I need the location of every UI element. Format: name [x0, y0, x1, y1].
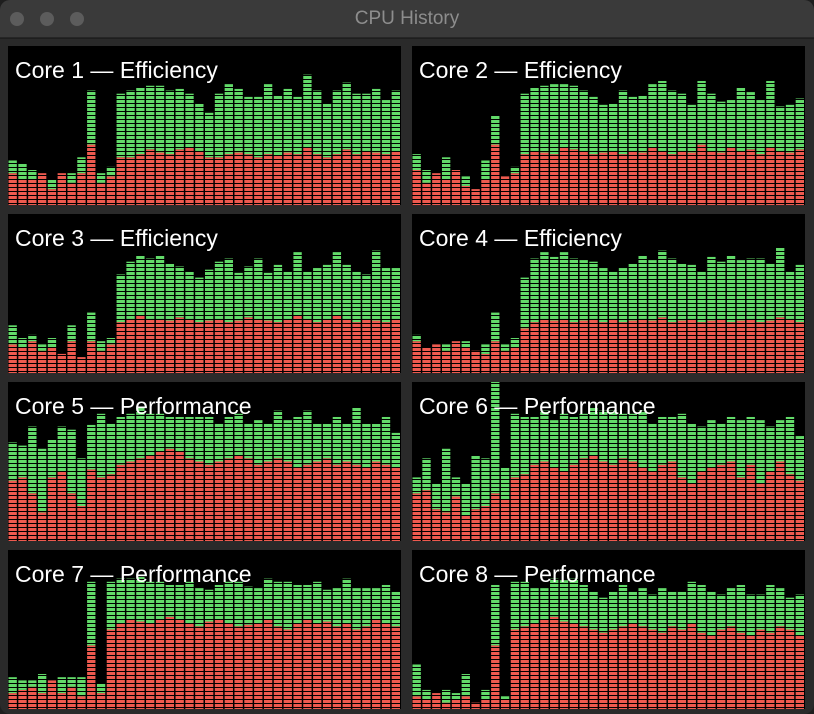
cell-grid [8, 46, 401, 205]
panel-title: Core 1 — Efficiency [15, 57, 218, 83]
zoom-button[interactable] [70, 12, 84, 26]
panel-title: Core 3 — Efficiency [15, 225, 218, 251]
window-title: CPU History [355, 8, 460, 29]
cpu-panel: Core 4 — Efficiency [412, 214, 805, 373]
cpu-panel: Core 7 — Performance [8, 550, 401, 709]
cpu-panel: Core 6 — Performance [412, 382, 805, 541]
cell-grid [412, 214, 805, 373]
cell-grid [412, 550, 805, 709]
close-button[interactable] [10, 12, 24, 26]
cpu-panel: Core 1 — Efficiency [8, 46, 401, 205]
cell-grid [8, 550, 401, 709]
cpu-panel: Core 8 — Performance [412, 550, 805, 709]
cell-grid [8, 214, 401, 373]
panel-title: Core 7 — Performance [15, 561, 251, 587]
cell-grid [412, 382, 805, 541]
cpu-panel: Core 5 — Performance [8, 382, 401, 541]
cpu-panel: Core 3 — Efficiency [8, 214, 401, 373]
cell-grid [8, 382, 401, 541]
cell-grid [412, 46, 805, 205]
panel-title: Core 4 — Efficiency [419, 225, 622, 251]
minimize-button[interactable] [40, 12, 54, 26]
panel-title: Core 2 — Efficiency [419, 57, 622, 83]
cpu-panel: Core 2 — Efficiency [412, 46, 805, 205]
panel-title: Core 8 — Performance [419, 561, 655, 587]
title-bar-base [0, 28, 814, 38]
panel-title: Core 6 — Performance [419, 393, 655, 419]
panel-title: Core 5 — Performance [15, 393, 251, 419]
